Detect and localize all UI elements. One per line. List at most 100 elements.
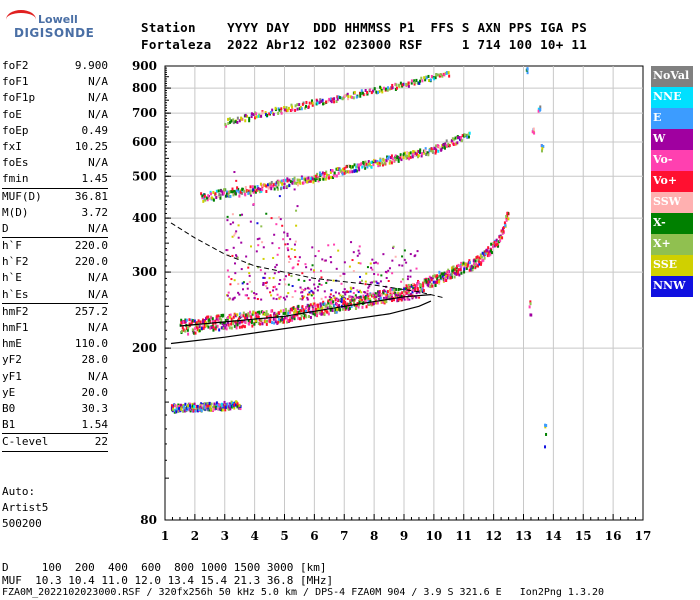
echo-mark [361, 165, 364, 169]
echo-mark [375, 90, 378, 94]
echo-mark [212, 325, 215, 329]
echo-mark [212, 328, 215, 332]
param-value: N/A [88, 75, 108, 89]
echo-mark [407, 283, 410, 286]
echo-mark [318, 178, 321, 182]
echo-mark [342, 302, 345, 306]
echo-mark [298, 178, 301, 182]
echo-mark [248, 119, 251, 123]
echo-mark [394, 291, 397, 295]
echo-mark [420, 289, 423, 293]
param-key: M(D) [2, 205, 29, 219]
footer-file-row: FZA0M_2022102023000.RSF / 320fx256h 50 k… [2, 587, 605, 598]
echo-mark [279, 279, 282, 282]
echo-mark [368, 297, 371, 300]
echo-mark [179, 323, 182, 327]
echo-mark [291, 296, 294, 299]
echo-mark [351, 259, 354, 262]
echo-mark [439, 274, 442, 278]
echo-mark [288, 273, 291, 276]
echo-mark [295, 209, 298, 212]
echo-mark [303, 316, 306, 320]
echo-mark [305, 315, 308, 319]
echo-mark [259, 182, 262, 186]
echo-mark [445, 278, 448, 282]
echo-mark [537, 107, 540, 111]
echo-mark [312, 178, 315, 182]
echo-mark [444, 142, 447, 146]
echo-mark [406, 151, 409, 155]
echo-mark [441, 276, 444, 280]
echo-mark [226, 249, 229, 252]
echo-mark [264, 113, 267, 117]
echo-mark [348, 306, 351, 310]
echo-mark [472, 259, 475, 263]
echo-mark [457, 268, 460, 272]
echo-mark [240, 268, 243, 271]
echo-mark [222, 327, 225, 331]
echo-mark [385, 300, 388, 304]
echo-mark [353, 163, 356, 167]
echo-mark [262, 312, 265, 316]
echo-mark [357, 305, 360, 309]
echo-mark [455, 272, 458, 276]
echo-mark [206, 315, 209, 319]
echo-mark [224, 318, 227, 322]
echo-mark [227, 407, 230, 411]
echo-mark [400, 280, 403, 283]
echo-mark [274, 106, 277, 110]
echo-mark [262, 257, 265, 260]
echo-mark [277, 317, 280, 321]
echo-mark [358, 252, 361, 255]
param-key: yE [2, 385, 16, 399]
echo-mark [364, 160, 367, 164]
echo-mark [252, 113, 255, 117]
echo-mark [385, 276, 388, 279]
echo-mark [333, 171, 336, 175]
echo-mark [529, 313, 532, 317]
echo-mark [287, 311, 290, 315]
echo-mark [317, 285, 320, 288]
echo-mark [392, 298, 395, 302]
echo-mark [282, 238, 285, 241]
echo-mark [224, 408, 227, 412]
echo-mark [189, 409, 192, 413]
echo-mark [329, 170, 332, 174]
echo-mark [187, 404, 190, 408]
echo-mark [200, 405, 203, 409]
echo-mark [332, 176, 335, 180]
echo-mark [450, 266, 453, 270]
echo-mark [391, 157, 394, 161]
echo-mark [380, 274, 383, 277]
echo-mark [265, 184, 268, 188]
echo-mark [446, 71, 449, 75]
echo-mark [191, 402, 194, 406]
echo-mark [421, 79, 424, 83]
echo-mark [330, 100, 333, 104]
echo-mark [463, 270, 466, 274]
echo-mark [293, 243, 296, 246]
echo-mark [193, 327, 196, 331]
echo-mark [257, 186, 260, 190]
echo-mark [409, 269, 412, 272]
echo-mark [236, 402, 239, 406]
echo-mark [259, 322, 262, 326]
echo-mark [256, 222, 259, 225]
echo-mark [428, 79, 431, 83]
echo-mark [345, 165, 348, 169]
echo-mark [247, 266, 250, 269]
echo-mark [378, 290, 381, 294]
echo-mark [330, 261, 333, 264]
echo-mark [297, 316, 300, 320]
echo-mark [297, 259, 300, 262]
echo-mark [359, 262, 362, 265]
echo-mark [209, 326, 212, 330]
echo-mark [253, 294, 256, 297]
echo-mark [238, 403, 241, 407]
echo-mark [258, 318, 261, 322]
echo-mark [389, 156, 392, 160]
echo-mark [270, 180, 273, 184]
echo-mark [269, 291, 272, 294]
echo-mark [323, 302, 326, 306]
echo-mark [234, 120, 237, 124]
